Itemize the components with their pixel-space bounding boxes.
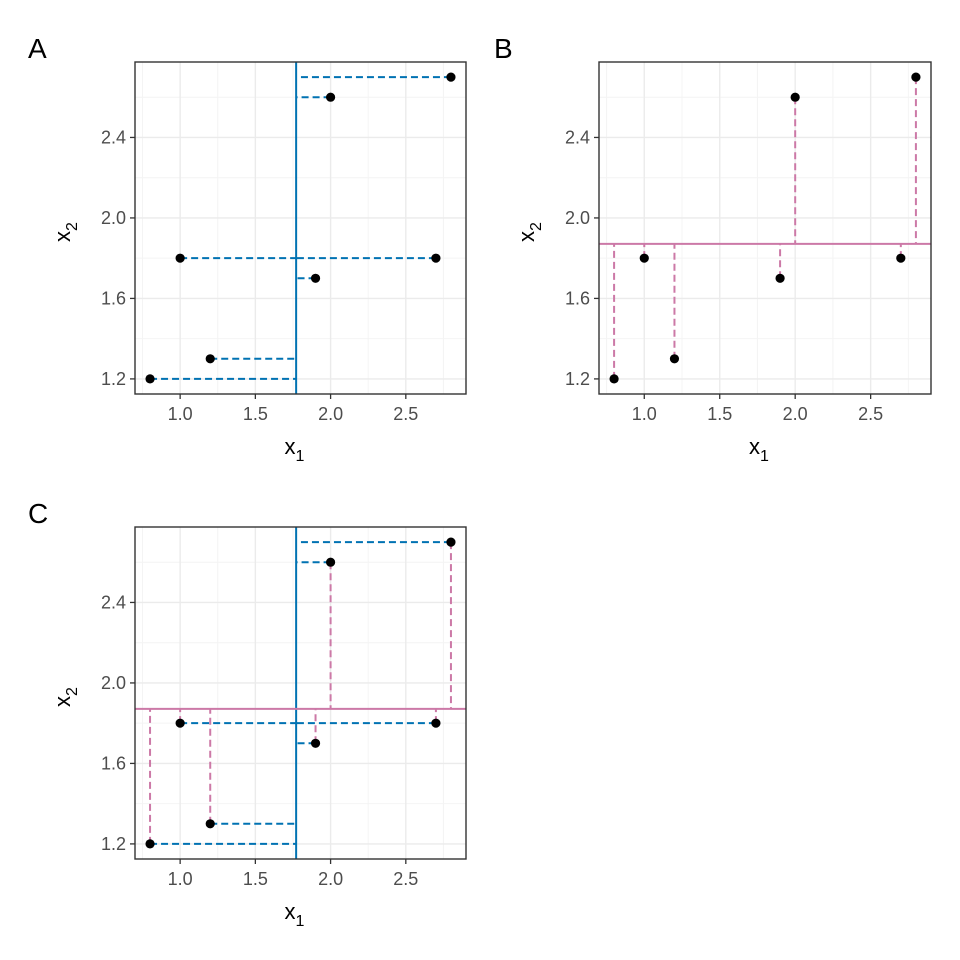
data-point	[325, 557, 336, 567]
y-tick-label: 1.2	[101, 834, 126, 854]
x-tick-label: 2.5	[393, 869, 418, 889]
data-point	[310, 738, 321, 748]
data-point	[911, 72, 921, 82]
y-tick-label: 1.6	[101, 753, 126, 773]
data-point	[609, 374, 619, 384]
x-tick-label: 1.5	[707, 404, 732, 424]
x-axis-title-main: x	[749, 434, 760, 459]
data-point	[145, 839, 155, 849]
y-axis-title-subscript: 2	[528, 222, 545, 231]
data-point	[205, 819, 215, 829]
x-tick-label: 1.0	[168, 869, 193, 889]
data-point	[669, 354, 680, 364]
y-tick-label: 2.4	[565, 127, 590, 147]
y-tick-label: 2.0	[565, 208, 590, 228]
panel-border	[134, 61, 467, 395]
x-tick-label: 1.5	[243, 869, 268, 889]
panel-background	[599, 62, 931, 394]
data-point	[205, 354, 215, 364]
x-tick-label: 1.5	[243, 404, 268, 424]
x-tick-label: 1.0	[168, 404, 193, 424]
y-axis-title-main: x	[50, 231, 75, 242]
x-tick-label: 2.0	[318, 404, 343, 424]
x-axis-title: x1	[285, 434, 305, 465]
y-axis-title-subscript: 2	[64, 222, 81, 231]
data-point	[775, 273, 785, 283]
y-tick-label: 1.6	[101, 288, 126, 308]
y-tick-label: 1.2	[565, 369, 590, 389]
y-axis-title: x2	[514, 222, 545, 242]
data-point	[325, 92, 336, 102]
y-axis-title-main: x	[514, 231, 539, 242]
data-point	[446, 537, 456, 547]
y-tick-label: 1.2	[101, 369, 126, 389]
y-axis-title-main: x	[50, 696, 75, 707]
y-tick-label: 2.0	[101, 208, 126, 228]
x-tick-label: 1.0	[632, 404, 657, 424]
panel-tag: C	[28, 498, 48, 529]
x-axis-title-subscript: 1	[760, 448, 769, 465]
data-point	[896, 253, 906, 263]
panel-border	[134, 526, 467, 860]
x-axis-title-subscript: 1	[296, 448, 305, 465]
data-point	[145, 374, 155, 384]
y-tick-label: 1.6	[565, 288, 590, 308]
data-point	[790, 92, 800, 102]
data-point	[446, 72, 456, 82]
y-tick-label: 2.4	[101, 592, 126, 612]
x-tick-label: 2.0	[783, 404, 808, 424]
data-point	[175, 253, 185, 263]
data-point	[310, 273, 321, 283]
data-point	[639, 253, 649, 263]
x-tick-label: 2.5	[393, 404, 418, 424]
panel-background	[135, 62, 466, 394]
x-axis-title: x1	[285, 899, 305, 930]
x-tick-label: 2.0	[318, 869, 343, 889]
x-axis-title-main: x	[285, 434, 296, 459]
data-point	[431, 253, 441, 263]
y-axis-title-subscript: 2	[64, 687, 81, 696]
data-point	[175, 718, 185, 728]
x-tick-label: 2.5	[858, 404, 883, 424]
y-axis-title: x2	[50, 687, 81, 707]
panel-tag: B	[494, 33, 513, 64]
y-tick-label: 2.0	[101, 673, 126, 693]
panel-border	[598, 61, 932, 395]
y-axis-title: x2	[50, 222, 81, 242]
x-axis-title-main: x	[285, 899, 296, 924]
panel-background	[135, 527, 466, 859]
y-tick-label: 2.4	[101, 127, 126, 147]
x-axis-title: x1	[749, 434, 769, 465]
data-point	[431, 718, 441, 728]
panel-tag: A	[28, 33, 47, 64]
x-axis-title-subscript: 1	[296, 913, 305, 930]
